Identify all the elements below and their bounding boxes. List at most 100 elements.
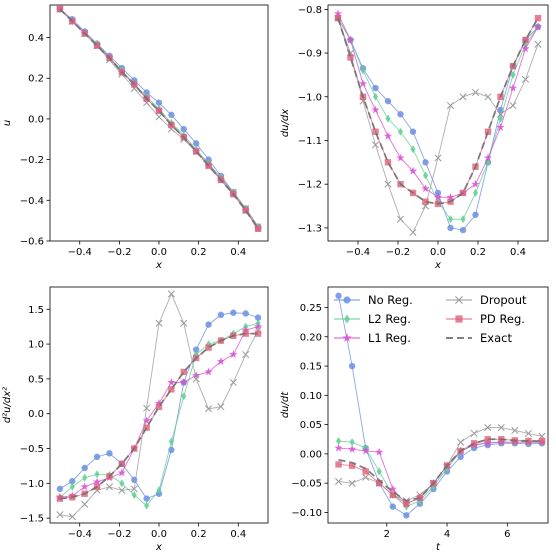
y-tick-label-d2udx2: −1.0 [20, 479, 44, 490]
point-pd-reg [459, 189, 467, 197]
y-tick-label-dudt: 0.05 [300, 420, 322, 431]
point-l1-reg [346, 35, 355, 44]
point-no-reg [397, 111, 404, 118]
series-l2-reg-dudx [335, 14, 541, 224]
legend-entry-dropout: Dropout [446, 293, 527, 307]
x-tick-label-d2udx2: 0.4 [230, 529, 246, 540]
point-pd-reg [372, 128, 379, 135]
y-tick-label-u: −0.6 [20, 237, 44, 248]
y-tick-label-dudx: −1.0 [298, 92, 322, 103]
point-l2-reg [385, 114, 391, 123]
point-l1-reg [334, 443, 343, 452]
point-no-reg [459, 226, 467, 234]
series-l1-reg-dudx [333, 9, 543, 201]
point-dropout [155, 319, 163, 327]
point-no-reg [335, 292, 342, 299]
point-pd-reg [470, 440, 478, 447]
point-l2-reg [360, 66, 366, 75]
series-group-u [55, 5, 263, 233]
x-tick-label-u: 0.2 [191, 247, 207, 258]
plot-area-dudt [327, 286, 549, 524]
point-dropout [362, 473, 370, 481]
legend-label-pd-reg: PD Reg. [480, 312, 525, 326]
point-l1-reg [496, 123, 505, 131]
y-tick-label-dudx: −1.3 [298, 223, 322, 234]
x-tick-label-dudx: 0.2 [470, 247, 486, 258]
series-group-dudx [333, 9, 543, 236]
series-dropout-dudx [334, 14, 542, 236]
x-tick-label-dudt: 6 [504, 529, 510, 540]
legend-label-l1-reg: L1 Reg. [368, 331, 411, 345]
point-no-reg [457, 453, 464, 461]
x-tick-label-u: −0.2 [107, 247, 131, 258]
point-l1-reg [92, 477, 102, 486]
point-no-reg [372, 84, 379, 92]
point-no-reg [403, 512, 410, 519]
y-tick-label-dudx: −0.9 [298, 49, 322, 60]
point-dropout [130, 485, 138, 493]
point-no-reg [242, 310, 249, 317]
point-l1-reg [396, 153, 405, 162]
point-l2-reg [349, 438, 355, 447]
point-dropout [155, 113, 163, 121]
point-l2-reg [510, 70, 516, 79]
series-exact-d2udx2 [59, 332, 259, 500]
legend-label-dropout: Dropout [480, 293, 527, 307]
point-l1-reg [383, 131, 393, 140]
point-l1-reg [533, 22, 543, 31]
point-no-reg [168, 111, 175, 119]
x-tick-label-dudx: 0.4 [510, 247, 526, 258]
legend-entry-no-reg: No Reg. [334, 293, 413, 307]
legend-marker-dropout [455, 296, 463, 304]
point-dropout [534, 40, 542, 48]
point-l2-reg [422, 171, 429, 180]
point-l1-reg [446, 192, 455, 201]
point-pd-reg [205, 344, 212, 351]
point-l1-reg [348, 444, 357, 453]
point-dropout [192, 375, 200, 383]
point-dropout [371, 141, 380, 149]
point-l1-reg [179, 378, 188, 386]
series-dropout-d2udx2 [56, 290, 262, 521]
point-pd-reg [347, 54, 354, 61]
panel-dudx: −0.4 −0.2 0.0 0.2 0.4 −1.3 −1.2 −1.1 −1.0 −0.9 −0.… [280, 4, 549, 271]
point-l1-reg [154, 398, 164, 407]
point-no-reg [56, 485, 64, 493]
y-axis-label-dudt: du/dt [280, 391, 291, 418]
y-tick-label-dudx: −1.2 [298, 180, 322, 191]
point-dropout [484, 423, 492, 432]
point-no-reg [131, 476, 138, 484]
point-pd-reg [254, 330, 262, 337]
point-l1-reg [333, 9, 343, 18]
point-dropout [204, 405, 213, 413]
x-axis-label-dudx: x [434, 260, 441, 271]
y-axis-label-dudx: du/dx [280, 109, 291, 137]
point-dropout [180, 319, 188, 327]
point-l1-reg [204, 367, 213, 376]
point-dropout [81, 500, 89, 508]
point-dropout [457, 438, 465, 446]
point-dropout [217, 403, 225, 411]
legend-marker-no-reg [343, 296, 351, 304]
point-l2-reg [447, 215, 454, 224]
point-l1-reg [216, 357, 226, 365]
y-tick-label-u: 0.2 [28, 74, 44, 85]
point-no-reg [217, 311, 225, 319]
y-tick-label-dudt: 0.00 [300, 449, 322, 460]
point-pd-reg [534, 14, 542, 22]
x-tick-label-u: 0.0 [151, 247, 167, 258]
point-l1-reg [508, 83, 518, 92]
point-pd-reg [242, 207, 249, 214]
y-tick-label-d2udx2: −0.5 [20, 444, 44, 455]
point-pd-reg [484, 128, 492, 135]
point-pd-reg [118, 460, 126, 468]
point-l2-reg [335, 437, 342, 446]
point-l1-reg [421, 184, 430, 193]
point-pd-reg [348, 462, 356, 469]
point-l2-reg [131, 491, 137, 500]
line-exact [338, 438, 542, 502]
point-dropout [56, 511, 64, 519]
line-exact [337, 17, 539, 205]
y-tick-label-dudt: 0.20 [300, 332, 322, 343]
